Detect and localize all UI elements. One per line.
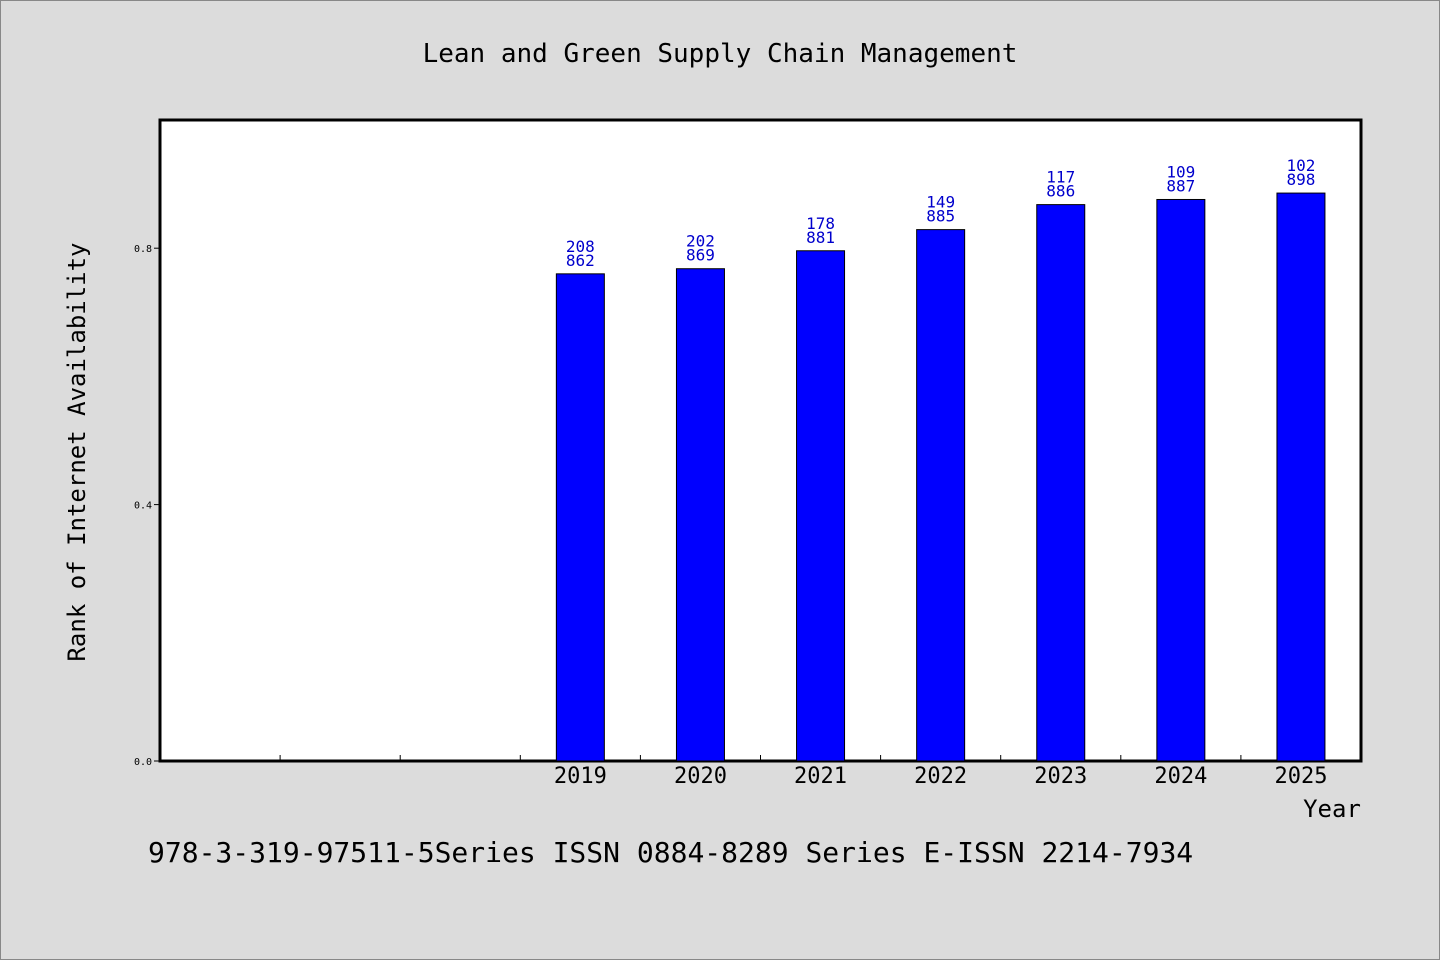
x-tick-label: 2019 bbox=[554, 764, 607, 789]
footer-isbn-text: 978-3-319-97511-5Series ISSN 0884-8289 S… bbox=[148, 836, 1193, 869]
bar bbox=[1156, 198, 1206, 762]
bar bbox=[675, 268, 725, 762]
bar bbox=[796, 250, 846, 762]
bar-data-label: 102 898 bbox=[1286, 156, 1315, 189]
y-tick-label: 0.0 bbox=[134, 757, 152, 768]
y-tick-label: 0.4 bbox=[134, 501, 152, 512]
chart-title: Lean and Green Supply Chain Management bbox=[423, 39, 1018, 69]
bar-data-label: 208 862 bbox=[566, 237, 595, 270]
bar bbox=[916, 229, 966, 762]
bar bbox=[555, 273, 605, 762]
bar-data-label: 109 887 bbox=[1166, 162, 1195, 195]
x-axis-label: Year bbox=[1303, 795, 1361, 823]
y-axis-label: Rank of Internet Availability bbox=[63, 242, 91, 661]
x-tick-label: 2022 bbox=[914, 764, 967, 789]
bar-data-label: 149 885 bbox=[926, 193, 955, 226]
x-tick-label: 2024 bbox=[1154, 764, 1207, 789]
x-tick-label: 2025 bbox=[1274, 764, 1327, 789]
x-axis: 2019 2020 2021 2022 2023 2024 2025 bbox=[279, 755, 1327, 789]
bar-data-label: 178 881 bbox=[806, 214, 835, 247]
y-tick-label: 0.8 bbox=[134, 244, 152, 255]
x-tick-label: 2023 bbox=[1034, 764, 1087, 789]
bar-series bbox=[555, 192, 1326, 762]
x-tick-label: 2021 bbox=[794, 764, 847, 789]
x-tick-label: 2020 bbox=[674, 764, 727, 789]
y-axis: 0.0 0.4 0.8 bbox=[134, 244, 160, 768]
data-labels: 208 862 202 869 178 881 149 885 117 886 109 887 102 8… bbox=[566, 156, 1316, 270]
bar bbox=[1276, 192, 1326, 762]
bar-data-label: 117 886 bbox=[1046, 168, 1075, 201]
bar-data-label: 202 869 bbox=[686, 232, 715, 265]
bar bbox=[1036, 204, 1086, 762]
